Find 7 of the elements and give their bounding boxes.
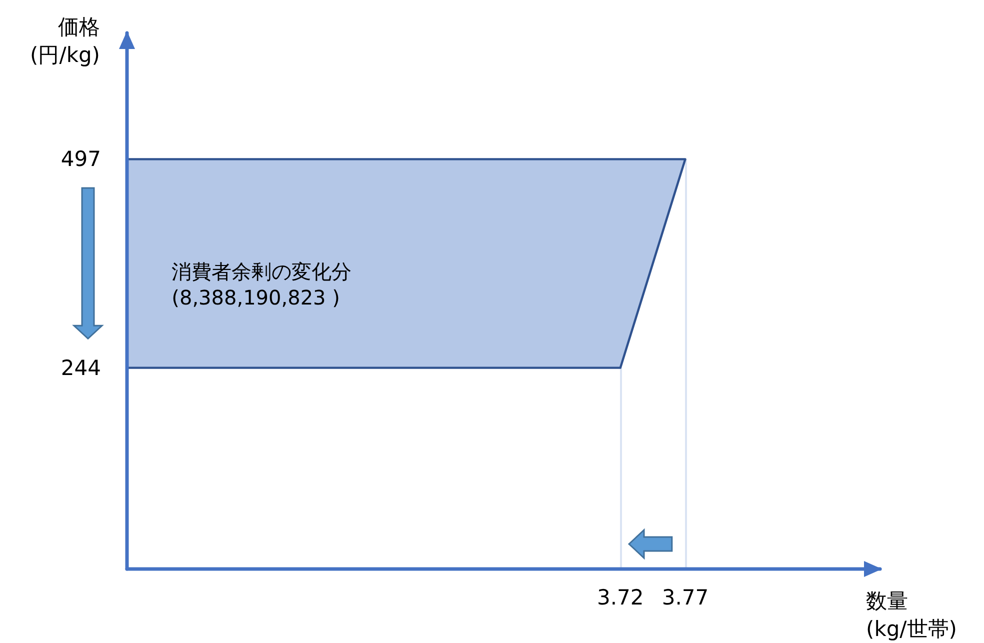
y-axis-title: 価格 (円/kg): [30, 15, 100, 67]
x-tick-label: 3.77: [662, 586, 709, 610]
x-tick-label: 3.72: [596, 586, 644, 610]
y-tick-label: 244: [60, 356, 101, 380]
x-axis-title: 数量 (kg/世帯): [866, 589, 957, 641]
annotation: 消費者余剰の変化分 (8,388,190,823 ): [172, 259, 352, 310]
y-tick-label: 497: [60, 147, 101, 172]
